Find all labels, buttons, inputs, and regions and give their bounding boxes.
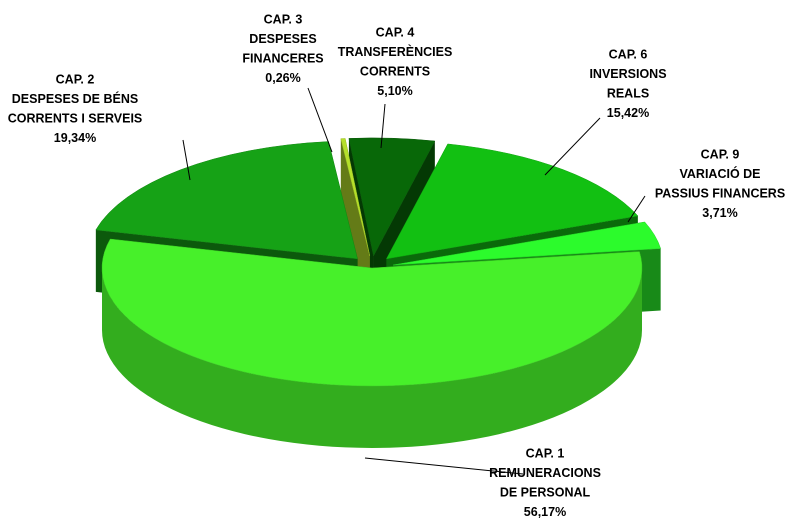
category-label: FINANCERES bbox=[242, 51, 323, 65]
value-label: 3,71% bbox=[702, 206, 737, 220]
category-label: DESPESES bbox=[249, 32, 316, 46]
leader-line bbox=[627, 195, 646, 223]
value-label: 19,34% bbox=[54, 131, 96, 145]
category-label: CAP. 1 bbox=[526, 446, 565, 460]
value-label: 5,10% bbox=[377, 84, 412, 98]
leader-line bbox=[364, 457, 524, 475]
category-label: CORRENTS bbox=[360, 64, 430, 78]
category-label: CORRENTS I SERVEIS bbox=[8, 111, 143, 125]
slice bbox=[393, 221, 661, 266]
category-label: CAP. 9 bbox=[701, 147, 740, 161]
category-label: CAP. 6 bbox=[609, 47, 648, 61]
leader-line bbox=[380, 103, 386, 149]
category-label: CAP. 3 bbox=[264, 12, 303, 26]
slice bbox=[340, 138, 371, 257]
leader-line bbox=[182, 139, 191, 181]
category-label: CAP. 2 bbox=[56, 72, 95, 86]
slice bbox=[101, 238, 643, 387]
value-label: 56,17% bbox=[524, 505, 566, 519]
category-label: INVERSIONS bbox=[589, 67, 666, 81]
value-label: 0,26% bbox=[265, 71, 300, 85]
category-label: REMUNERACIONS bbox=[489, 466, 601, 480]
slice bbox=[385, 143, 639, 260]
category-label: DE PERSONAL bbox=[500, 485, 591, 499]
category-label: VARIACIÓ DE bbox=[679, 166, 760, 181]
leader-line bbox=[544, 117, 601, 176]
slice bbox=[95, 141, 358, 260]
category-label: DESPESES DE BÉNS bbox=[12, 91, 138, 106]
category-label: CAP. 4 bbox=[376, 25, 415, 39]
slice bbox=[348, 137, 436, 257]
leader-line bbox=[307, 87, 333, 153]
category-label: REALS bbox=[607, 86, 649, 100]
slice-side bbox=[102, 268, 642, 448]
category-label: TRANSFERÈNCIES bbox=[338, 44, 453, 59]
value-label: 15,42% bbox=[607, 106, 649, 120]
category-label: PASSIUS FINANCERS bbox=[655, 186, 785, 200]
